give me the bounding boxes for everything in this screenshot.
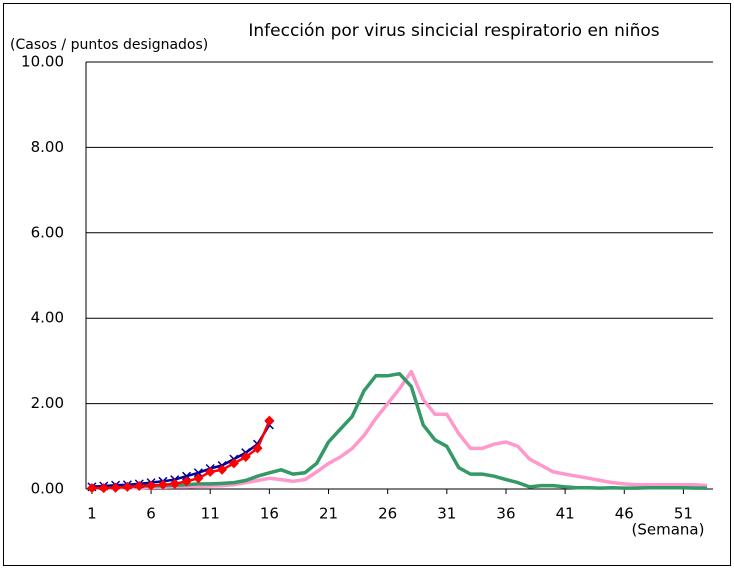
series-line	[91, 424, 271, 489]
x-tick-label: 36	[496, 505, 515, 523]
y-tick-label: 6.00	[31, 223, 64, 241]
y-tick-label: 8.00	[31, 138, 64, 156]
x-tick-label: 11	[201, 505, 220, 523]
series-line	[91, 369, 708, 490]
point-marker	[264, 415, 275, 426]
point-marker	[110, 482, 121, 493]
point-marker	[228, 458, 239, 469]
point-marker	[169, 478, 180, 489]
y-axis-label: (Casos / puntos designados)	[10, 37, 208, 53]
y-tick-label: 10.00	[21, 53, 64, 71]
point-marker	[217, 464, 228, 475]
x-tick-label: 26	[378, 505, 397, 523]
y-tick-label: 4.00	[31, 309, 64, 327]
point-marker	[240, 451, 251, 462]
y-tick-label: 0.00	[31, 480, 64, 498]
frame	[3, 3, 731, 566]
point-marker	[157, 479, 168, 490]
x-tick-label: 46	[615, 505, 634, 523]
point-marker	[205, 466, 216, 477]
point-marker	[182, 471, 192, 481]
x-tick-label: 51	[674, 505, 693, 523]
point-marker	[86, 483, 97, 494]
point-marker	[181, 476, 192, 487]
x-tick-label: 16	[260, 505, 279, 523]
x-tick-label: 31	[437, 505, 456, 523]
x-axis-label: (Semana)	[632, 521, 705, 539]
series-line	[91, 420, 271, 490]
point-marker	[134, 481, 145, 492]
x-tick-label: 1	[87, 505, 97, 523]
point-marker	[146, 480, 157, 491]
point-marker	[193, 473, 204, 484]
x-tick-label: 21	[319, 505, 338, 523]
x-tick-label: 6	[146, 505, 156, 523]
point-marker	[252, 443, 263, 454]
y-tick-label: 2.00	[31, 394, 64, 412]
chart-title: Infección por virus sincicial respirator…	[248, 21, 659, 41]
point-marker	[98, 483, 109, 494]
series-line	[91, 371, 708, 490]
point-marker	[122, 481, 133, 492]
x-tick-label: 41	[556, 505, 575, 523]
